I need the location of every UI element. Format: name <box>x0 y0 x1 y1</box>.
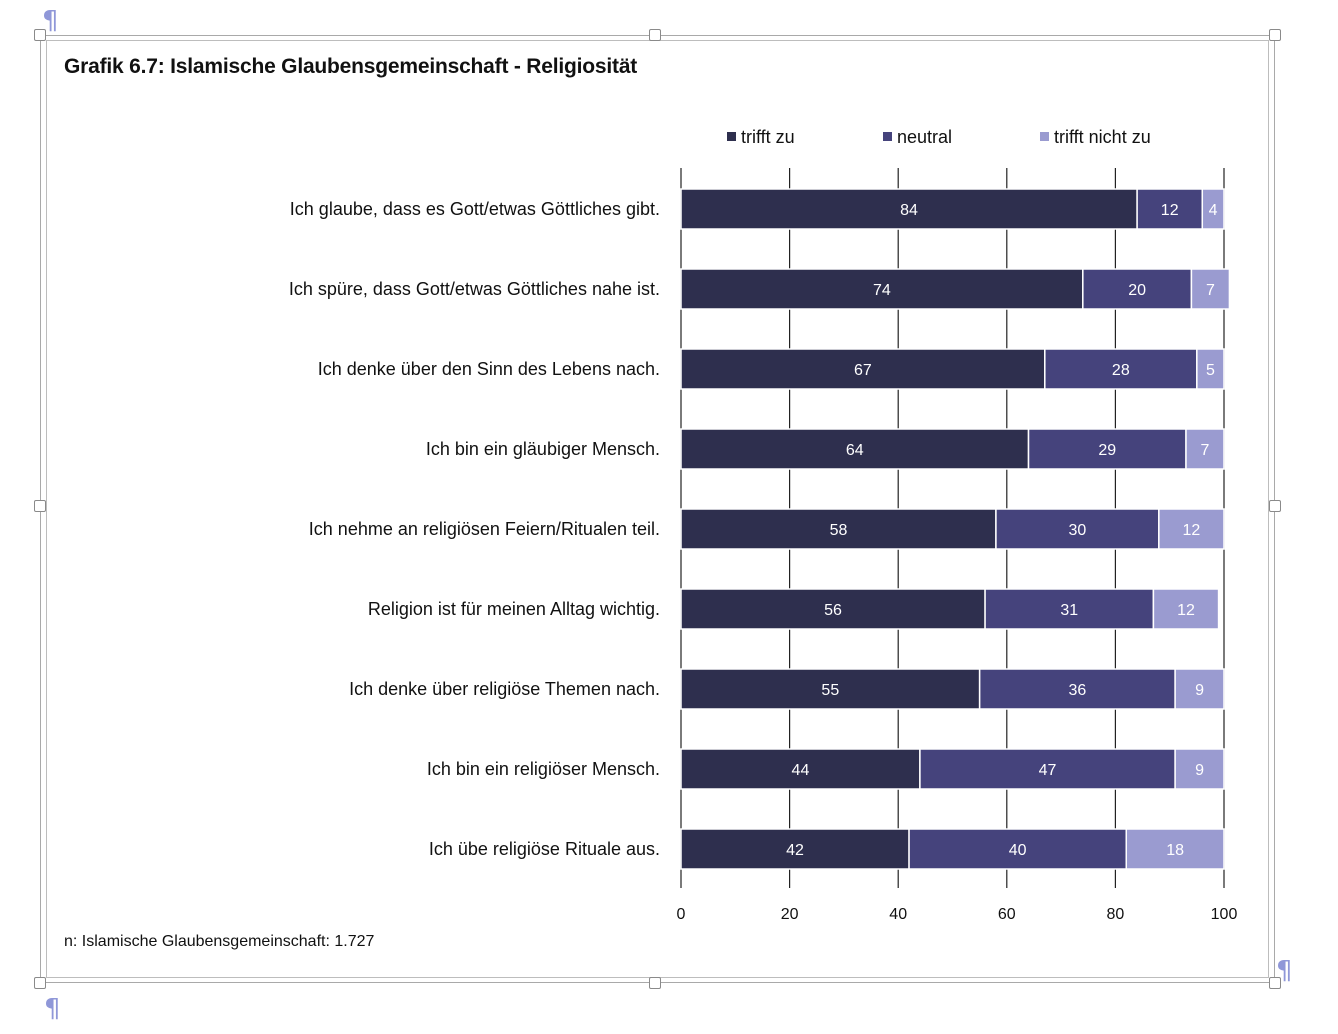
data-label: 30 <box>1068 522 1086 539</box>
category-label: Ich spüre, dass Gott/etwas Göttliches na… <box>289 279 660 299</box>
legend-swatch <box>1040 132 1049 141</box>
data-label: 29 <box>1098 442 1116 459</box>
category-label: Ich nehme an religiösen Feiern/Ritualen … <box>309 519 660 539</box>
x-tick-label: 80 <box>1107 906 1125 923</box>
data-label: 56 <box>824 602 842 619</box>
data-label: 12 <box>1177 602 1195 619</box>
resize-handle-bottom-center[interactable] <box>649 977 661 989</box>
bar-segment <box>1185 428 1225 470</box>
resize-handle-middle-right[interactable] <box>1269 500 1281 512</box>
legend-label: neutral <box>897 127 952 147</box>
bar-segment <box>680 428 1030 470</box>
data-label: 58 <box>830 522 848 539</box>
data-label: 64 <box>846 442 864 459</box>
data-label: 84 <box>900 202 918 219</box>
data-label: 18 <box>1166 842 1184 859</box>
bar-segment <box>1027 428 1187 470</box>
category-label: Ich glaube, dass es Gott/etwas Göttliche… <box>290 199 660 219</box>
category-label: Ich übe religiöse Rituale aus. <box>429 839 660 859</box>
bar-segment <box>680 588 986 630</box>
data-label: 7 <box>1206 282 1215 299</box>
legend-label: trifft nicht zu <box>1054 127 1151 147</box>
data-label: 4 <box>1209 202 1218 219</box>
data-label: 28 <box>1112 362 1130 379</box>
bar-segment <box>680 188 1138 230</box>
data-label: 9 <box>1195 682 1204 699</box>
paragraph-mark-top: ¶ <box>42 6 59 36</box>
data-label: 12 <box>1183 522 1201 539</box>
data-label: 40 <box>1009 842 1027 859</box>
bar-segment <box>1044 348 1198 390</box>
category-label: Ich denke über den Sinn des Lebens nach. <box>318 359 660 379</box>
resize-handle-middle-left[interactable] <box>34 500 46 512</box>
data-label: 5 <box>1206 362 1215 379</box>
data-label: 44 <box>792 762 810 779</box>
bar-segment <box>1196 348 1225 390</box>
legend-label: trifft zu <box>741 127 795 147</box>
bar-segment <box>984 588 1155 630</box>
legend-swatch <box>727 132 736 141</box>
bar-segment <box>1158 508 1225 550</box>
bar-segment <box>1125 828 1225 870</box>
data-label: 12 <box>1161 202 1179 219</box>
resize-handle-top-right[interactable] <box>1269 29 1281 41</box>
legend-swatch <box>883 132 892 141</box>
bar-segment <box>1174 748 1225 790</box>
data-label: 7 <box>1201 442 1210 459</box>
data-label: 20 <box>1128 282 1146 299</box>
data-label: 67 <box>854 362 872 379</box>
bar-segment <box>1201 188 1225 230</box>
bar-segment <box>908 828 1128 870</box>
bar-segment <box>995 508 1160 550</box>
bar-segment <box>680 668 981 710</box>
x-tick-label: 100 <box>1211 906 1238 923</box>
x-tick-label: 60 <box>998 906 1016 923</box>
bar-segment <box>1152 588 1220 630</box>
x-tick-label: 40 <box>889 906 907 923</box>
sample-size-note: n: Islamische Glaubensgemeinschaft: 1.72… <box>64 933 375 950</box>
data-label: 47 <box>1039 762 1057 779</box>
bar-segment <box>1190 268 1231 310</box>
x-tick-label: 20 <box>781 906 799 923</box>
data-label: 36 <box>1068 682 1086 699</box>
resize-handle-bottom-right[interactable] <box>1269 977 1281 989</box>
bar-segment <box>978 668 1176 710</box>
category-label: Ich denke über religiöse Themen nach. <box>349 679 660 699</box>
category-label: Religion ist für meinen Alltag wichtig. <box>368 599 660 619</box>
data-label: 31 <box>1060 602 1078 619</box>
bar-segment <box>680 348 1046 390</box>
bar-segment <box>680 748 921 790</box>
data-label: 42 <box>786 842 804 859</box>
bar-segment <box>680 508 997 550</box>
resize-handle-top-center[interactable] <box>649 29 661 41</box>
bar-segment <box>1174 668 1225 710</box>
category-label: Ich bin ein gläubiger Mensch. <box>426 439 660 459</box>
chart-title: Grafik 6.7: Islamische Glaubensgemeinsch… <box>64 55 638 78</box>
resize-handle-top-left[interactable] <box>34 29 46 41</box>
paragraph-mark-bottom: ¶ <box>44 994 61 1024</box>
bar-segment <box>1136 188 1204 230</box>
resize-handle-bottom-left[interactable] <box>34 977 46 989</box>
data-label: 74 <box>873 282 891 299</box>
data-label: 55 <box>821 682 839 699</box>
x-tick-label: 0 <box>677 906 686 923</box>
category-label: Ich bin ein religiöser Mensch. <box>427 759 660 779</box>
bar-segment <box>1082 268 1193 310</box>
data-label: 9 <box>1195 762 1204 779</box>
